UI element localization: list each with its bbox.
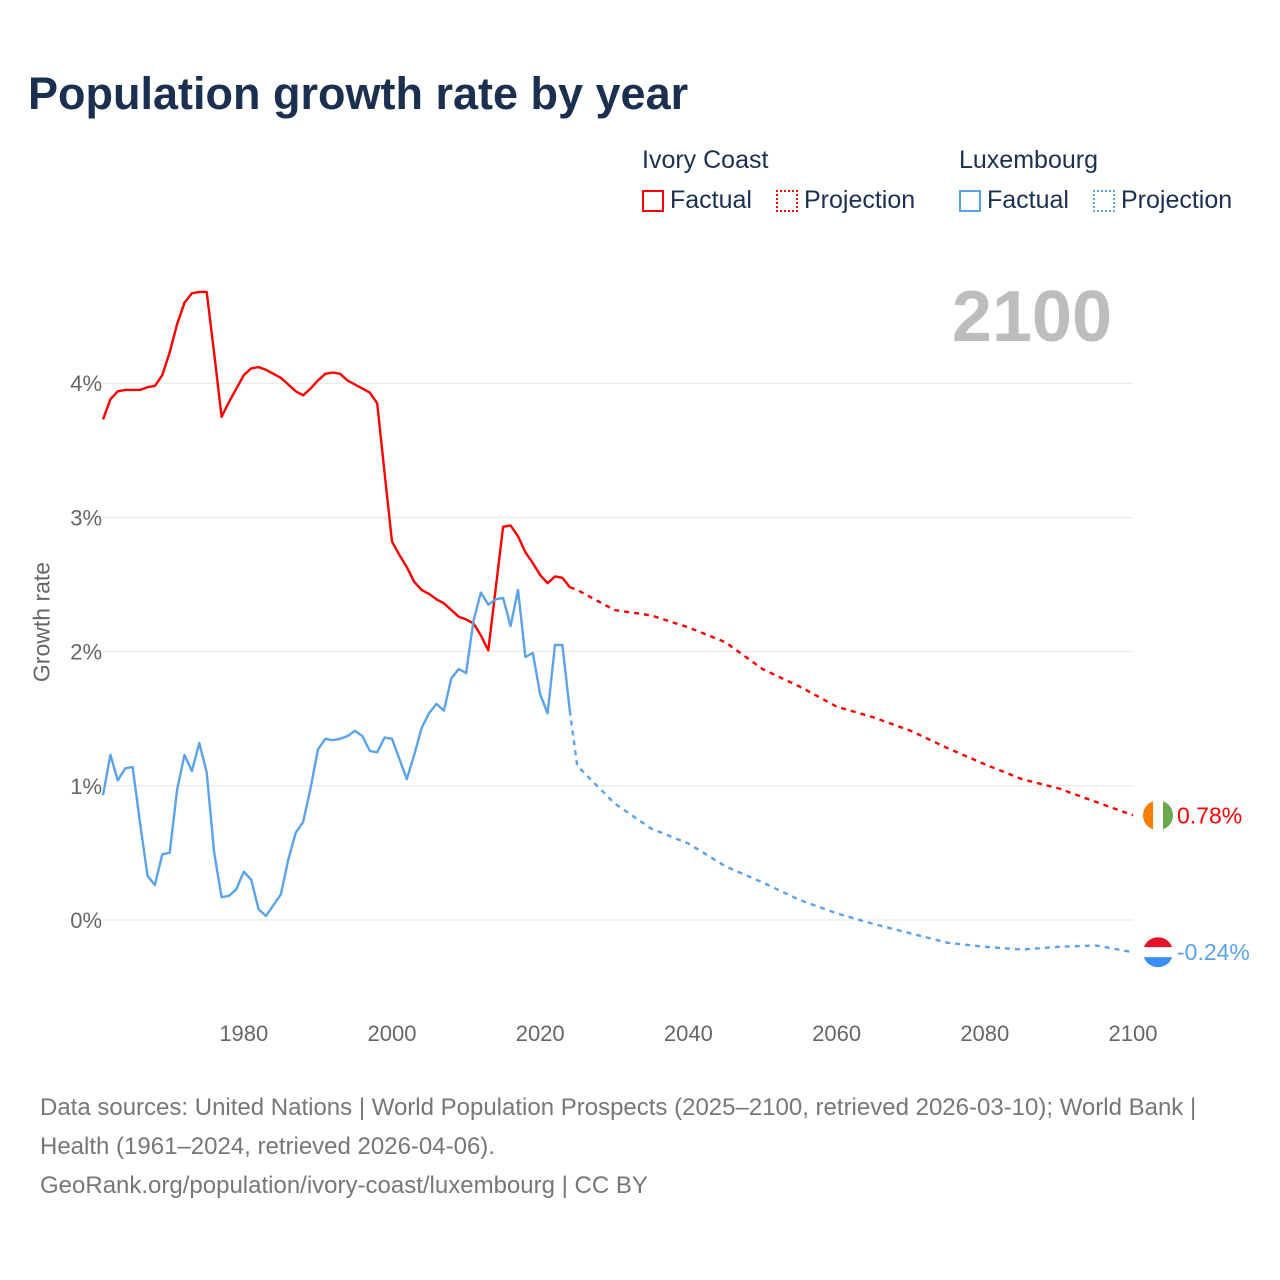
ivory-coast-projection-line [569, 586, 1134, 817]
x-tick-label: 2080 [960, 1021, 1009, 1046]
footer-attribution[interactable]: GeoRank.org/population/ivory-coast/luxem… [40, 1172, 648, 1199]
end-label-luxembourg: -0.24% [1177, 939, 1250, 965]
legend-ivory-coast-projection[interactable]: Projection [776, 186, 915, 215]
footer-sources-text: Data sources: United Nations | World Pop… [40, 1094, 1197, 1160]
luxembourg-flag-icon [1143, 937, 1173, 968]
x-tick-label: 2100 [1109, 1021, 1158, 1046]
ivory-coast-flag-icon [1143, 800, 1173, 831]
y-tick-label: 1% [70, 774, 102, 799]
legend-luxembourg-projection[interactable]: Projection [1093, 186, 1232, 215]
legend-luxembourg-factual[interactable]: Factual [959, 186, 1069, 215]
current-year-label: 2100 [951, 277, 1112, 357]
legend-label: Projection [804, 186, 916, 214]
footer-sources: Data sources: United Nations | World Pop… [40, 1088, 1240, 1205]
ivory-coast-factual-line [101, 290, 571, 652]
legend-swatch-solid [642, 189, 664, 212]
x-tick-label: 2060 [812, 1021, 861, 1046]
luxembourg-projection-line [568, 710, 1134, 954]
y-tick-label: 0% [70, 908, 102, 933]
legend-label: Projection [1121, 186, 1233, 214]
legend-label: Factual [670, 186, 752, 214]
legend-ivory-coast-factual[interactable]: Factual [642, 186, 752, 215]
chart-title: Population growth rate by year [28, 68, 689, 119]
y-tick-label: 2% [70, 640, 102, 665]
legend-swatch-dotted [1093, 189, 1115, 212]
y-tick-label: 3% [70, 505, 102, 530]
legend-label: Factual [987, 186, 1069, 214]
legend-group-ivory-coast: Ivory Coast [642, 146, 769, 174]
legend-swatch-solid [959, 189, 981, 212]
legend-swatch-dotted [776, 189, 798, 212]
luxembourg-factual-line [101, 588, 571, 918]
x-tick-label: 1980 [219, 1021, 268, 1046]
y-tick-label: 4% [70, 371, 102, 396]
x-tick-label: 2040 [664, 1021, 713, 1046]
end-label-ivory-coast: 0.78% [1177, 802, 1242, 828]
legend-group-luxembourg: Luxembourg [959, 146, 1098, 174]
x-tick-label: 2020 [516, 1021, 565, 1046]
x-tick-label: 2000 [368, 1021, 417, 1046]
